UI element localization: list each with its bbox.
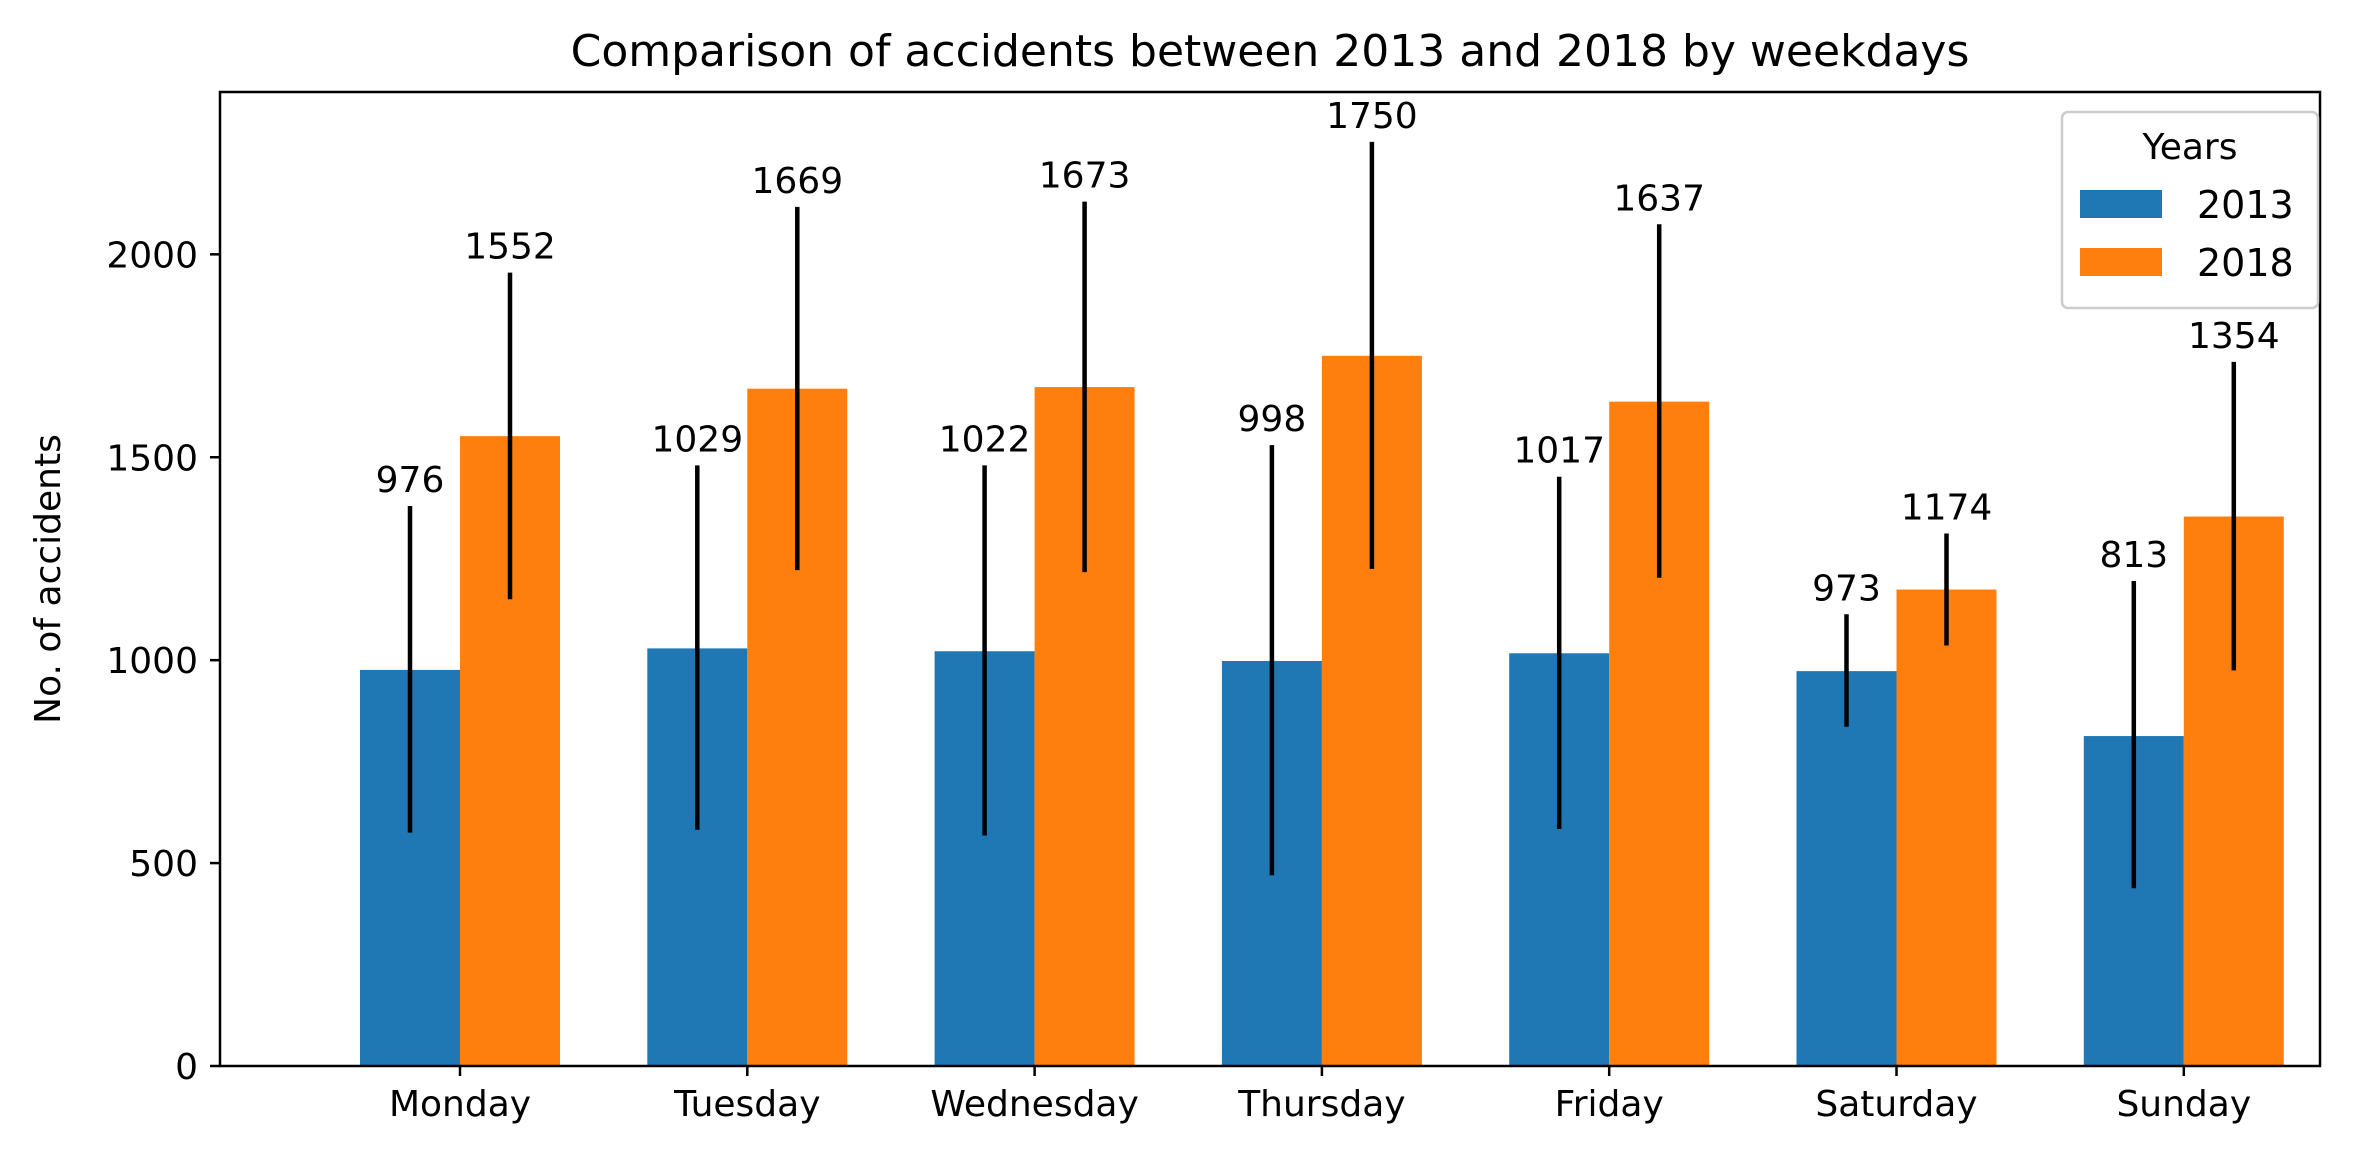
value-label-2018-saturday: 1174 [1901,488,1993,529]
value-label-2018-wednesday: 1673 [1039,156,1131,197]
plot-frame [218,90,2322,1068]
x-tick-label-wednesday: Wednesday [930,1084,1138,1125]
y-tick-label-0: 0 [175,1047,198,1088]
x-tick-label-thursday: Thursday [1237,1084,1405,1125]
x-tick-label-tuesday: Tuesday [673,1084,820,1125]
value-label-2018-tuesday: 1669 [751,161,843,202]
value-label-2018-friday: 1637 [1613,178,1705,219]
legend-label-2013: 2013 [2197,183,2294,227]
y-tick-label-2000: 2000 [106,235,198,276]
value-label-2013-thursday: 998 [1238,399,1307,440]
y-tick-label-500: 500 [129,844,198,885]
value-label-2018-monday: 1552 [464,227,556,268]
legend-title: Years [2142,127,2238,168]
x-tick-label-sunday: Sunday [2116,1084,2251,1125]
legend-swatch-2018 [2080,248,2162,276]
plot-area: 976 1029 1022 998 1017 973 813 1552 1669 1673 1750… [106,96,2284,1125]
value-label-2013-tuesday: 1029 [651,419,743,460]
value-label-2013-monday: 976 [376,460,445,501]
legend-swatch-2013 [2080,190,2162,218]
legend-label-2018: 2018 [2197,241,2294,285]
x-tick-label-monday: Monday [389,1084,531,1125]
y-axis-label: No. of accidents [28,434,69,724]
value-label-2013-friday: 1017 [1513,431,1605,472]
value-label-2018-sunday: 1354 [2188,316,2280,357]
value-label-2013-wednesday: 1022 [939,419,1031,460]
chart-title: Comparison of accidents between 2013 and… [571,26,1970,77]
x-tick-label-friday: Friday [1555,1084,1664,1125]
bar-2013-saturday [1796,671,1897,1066]
value-label-2013-saturday: 973 [1812,568,1881,609]
legend: Years 2013 2018 [2060,110,2320,310]
y-tick-label-1000: 1000 [106,641,198,682]
x-tick-label-saturday: Saturday [1815,1084,1977,1125]
bar-2018-saturday [1896,589,1997,1066]
value-label-2013-sunday: 813 [2099,535,2168,576]
value-label-2018-thursday: 1750 [1326,96,1418,137]
y-tick-label-1500: 1500 [106,438,198,479]
